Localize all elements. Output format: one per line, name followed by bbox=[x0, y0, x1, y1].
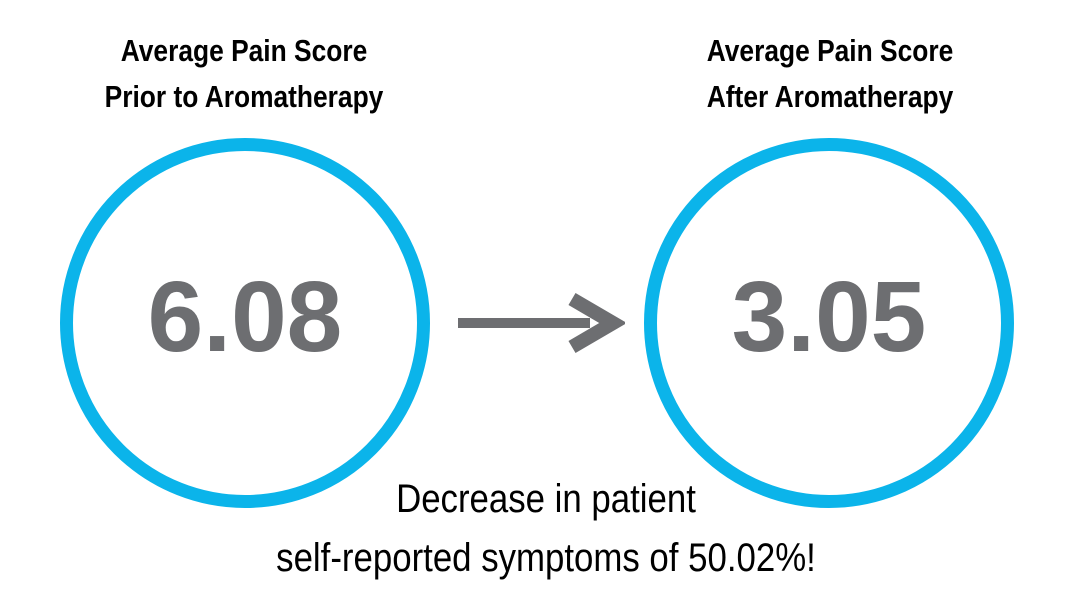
decrease-caption: Decrease in patient self-reported sympto… bbox=[198, 470, 894, 588]
right-title-line2: After Aromatherapy bbox=[706, 79, 954, 114]
left-title-line2: Prior to Aromatherapy bbox=[104, 79, 384, 114]
right-arrow-icon bbox=[458, 292, 625, 354]
after-score-value: 3.05 bbox=[731, 260, 927, 373]
left-circle-title: Average Pain Score Prior to Aromatherapy bbox=[91, 28, 397, 120]
caption-line2: self-reported symptoms of 50.02%! bbox=[276, 536, 816, 580]
right-circle-title: Average Pain Score After Aromatherapy bbox=[677, 28, 983, 120]
caption-line1: Decrease in patient bbox=[396, 477, 696, 521]
right-title-line1: Average Pain Score bbox=[706, 33, 954, 68]
after-score-circle: 3.05 bbox=[644, 138, 1014, 508]
left-title-line1: Average Pain Score bbox=[120, 33, 368, 68]
prior-score-circle: 6.08 bbox=[60, 138, 430, 508]
prior-score-value: 6.08 bbox=[147, 260, 343, 373]
